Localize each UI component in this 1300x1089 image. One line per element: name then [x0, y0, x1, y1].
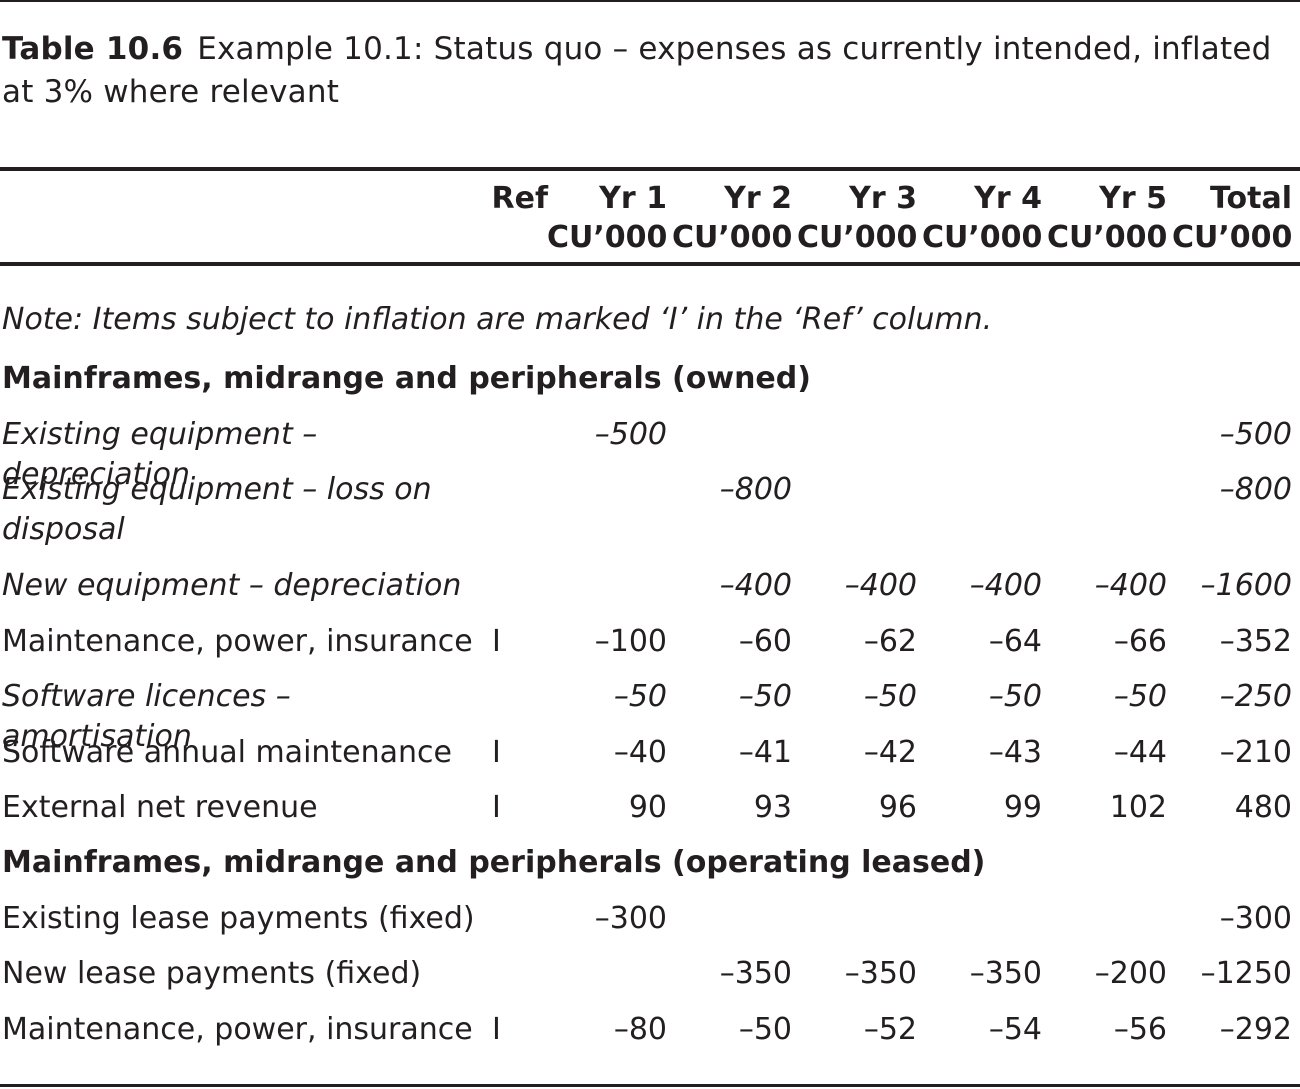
header-col-3-title: Yr 3	[849, 181, 917, 216]
cell-yr-3: –62	[863, 624, 917, 659]
cell-total: –300	[1219, 901, 1292, 936]
cell-total: –352	[1219, 624, 1292, 659]
cell-yr-2: 93	[753, 790, 792, 825]
cell-yr-2: –50	[738, 1012, 792, 1047]
row-ref: I	[492, 624, 501, 659]
cell-total: –800	[1219, 472, 1292, 507]
cell-total: –292	[1219, 1012, 1292, 1047]
table-caption: Table 10.6 Example 10.1: Status quo – exp…	[2, 28, 1282, 114]
cell-total: –1250	[1200, 956, 1292, 991]
row-label: Existing equipment – loss on disposal	[2, 472, 432, 547]
table-number: Table 10.6	[2, 31, 184, 67]
cell-yr-2: –400	[719, 568, 792, 603]
cell-yr-4: –50	[988, 679, 1042, 714]
cell-yr-5: –200	[1094, 956, 1167, 991]
cell-yr-4: –350	[969, 956, 1042, 991]
cell-yr-1: –50	[613, 679, 667, 714]
cell-yr-5: –400	[1094, 568, 1167, 603]
table-caption-text: Example 10.1: Status quo – expenses as c…	[2, 31, 1272, 110]
row-label: Software annual maintenance	[2, 735, 452, 770]
cell-yr-1: –80	[613, 1012, 667, 1047]
row-ref: I	[492, 790, 501, 825]
cell-yr-1: –40	[613, 735, 667, 770]
row-ref: I	[492, 735, 501, 770]
row-label: New equipment – depreciation	[2, 568, 462, 603]
cell-yr-3: –42	[863, 735, 917, 770]
cell-yr-1: –300	[594, 901, 667, 936]
cell-yr-2: –60	[738, 624, 792, 659]
header-col-5-title: Yr 5	[1099, 181, 1167, 216]
cell-yr-4: –400	[969, 568, 1042, 603]
cell-yr-5: –50	[1113, 679, 1167, 714]
row-label: External net revenue	[2, 790, 318, 825]
header-col-3-unit: CU’000	[797, 220, 918, 255]
cell-yr-4: –64	[988, 624, 1042, 659]
cell-yr-2: –350	[719, 956, 792, 991]
row-label: New lease payments (fixed)	[2, 956, 422, 991]
cell-yr-4: –43	[988, 735, 1042, 770]
cell-yr-4: –54	[988, 1012, 1042, 1047]
header-top-rule	[0, 167, 1300, 171]
cell-total: 480	[1234, 790, 1292, 825]
header-col-2-title: Yr 2	[724, 181, 792, 216]
top-rule	[0, 0, 1300, 2]
cell-yr-1: –500	[594, 417, 667, 452]
cell-total: –1600	[1200, 568, 1292, 603]
cell-yr-2: –50	[738, 679, 792, 714]
header-col-1-title: Yr 1	[599, 181, 667, 216]
header-col-6-title: Total	[1210, 181, 1292, 216]
cell-yr-3: –350	[844, 956, 917, 991]
header-ref: Ref	[491, 181, 549, 216]
cell-yr-5: 102	[1109, 790, 1167, 825]
cell-yr-2: –41	[738, 735, 792, 770]
cell-total: –250	[1219, 679, 1292, 714]
row-ref: I	[492, 1012, 501, 1047]
header-col-1-unit: CU’000	[547, 220, 668, 255]
header-col-5-unit: CU’000	[1047, 220, 1168, 255]
header-bottom-rule	[0, 262, 1300, 266]
cell-total: –500	[1219, 417, 1292, 452]
cell-yr-1: –100	[594, 624, 667, 659]
cell-yr-3: –52	[863, 1012, 917, 1047]
section-label: Mainframes, midrange and peripherals (op…	[2, 845, 986, 880]
header-col-6-unit: CU’000	[1172, 220, 1293, 255]
cell-yr-2: –800	[719, 472, 792, 507]
table-note: Note: Items subject to inflation are mar…	[2, 302, 993, 337]
cell-yr-4: 99	[1003, 790, 1042, 825]
bottom-rule	[0, 1084, 1300, 1087]
header-col-2-unit: CU’000	[672, 220, 793, 255]
row-label: Existing lease payments (fixed)	[2, 901, 475, 936]
cell-yr-5: –66	[1113, 624, 1167, 659]
cell-total: –210	[1219, 735, 1292, 770]
row-label: Maintenance, power, insurance	[2, 1012, 473, 1047]
cell-yr-5: –56	[1113, 1012, 1167, 1047]
header-col-4-title: Yr 4	[974, 181, 1042, 216]
header-col-4-unit: CU’000	[922, 220, 1043, 255]
cell-yr-1: 90	[628, 790, 667, 825]
cell-yr-5: –44	[1113, 735, 1167, 770]
row-label: Maintenance, power, insurance	[2, 624, 473, 659]
cell-yr-3: –400	[844, 568, 917, 603]
cell-yr-3: 96	[878, 790, 917, 825]
row-label: Existing equipment – depreciation	[2, 417, 318, 492]
row-label: Software licences – amortisation	[2, 679, 291, 754]
section-label: Mainframes, midrange and peripherals (ow…	[2, 361, 811, 396]
cell-yr-3: –50	[863, 679, 917, 714]
